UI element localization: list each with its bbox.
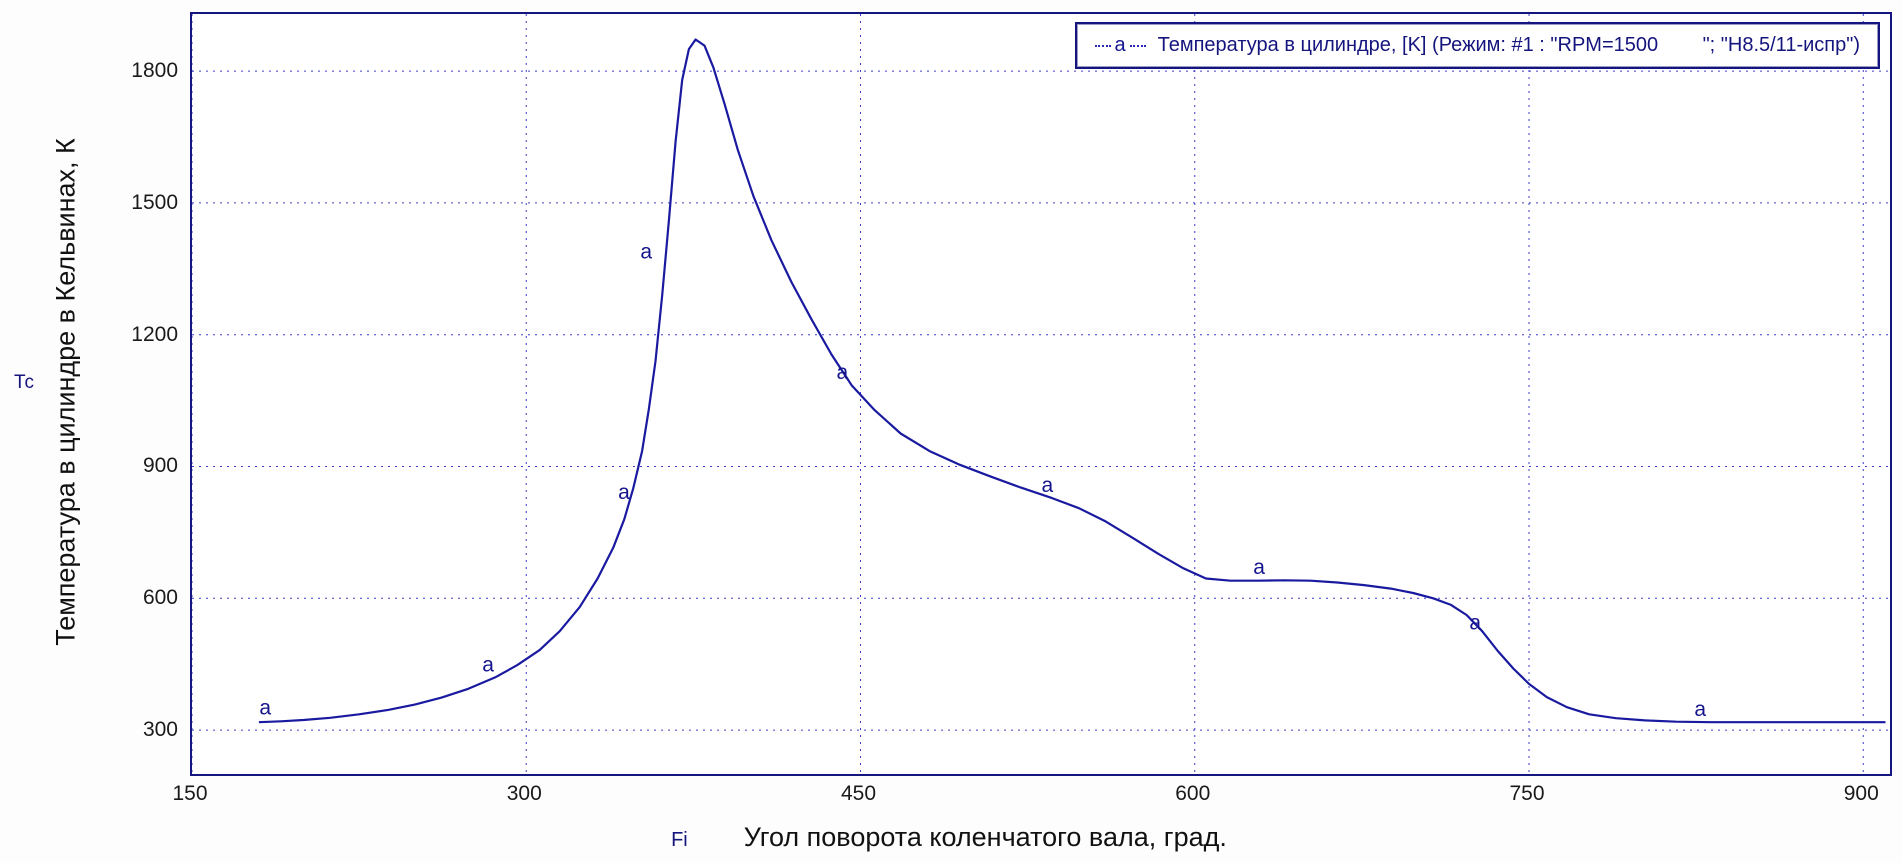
x-tick-label: 150	[172, 782, 208, 805]
legend: a Температура в цилиндре, [K] (Режим: #1…	[1074, 22, 1880, 69]
legend-label: Температура в цилиндре, [K] (Режим: #1 :…	[1157, 34, 1860, 56]
plot-area: a a a a a a a a a a Температура в цилиндре, [K] …	[190, 12, 1892, 776]
curve-point-marker: a	[837, 361, 849, 384]
curve-point-marker: a	[1253, 556, 1265, 579]
curve-point-marker: a	[1469, 612, 1481, 635]
x-axis-title: Угол поворота коленчатого вала, град.	[743, 822, 1227, 852]
x-tick-label: 450	[840, 782, 877, 805]
legend-dash-icon	[1129, 44, 1146, 47]
curve-point-marker: a	[1694, 698, 1706, 721]
curve-point-marker: a	[640, 240, 652, 263]
x-tick-label: 300	[506, 782, 542, 805]
curve-point-marker: a	[259, 696, 271, 719]
legend-dash-icon	[1094, 44, 1111, 47]
x-tick-label: 600	[1175, 782, 1211, 805]
temperature-curve	[258, 38, 1886, 724]
y-tick-label: 300	[142, 718, 178, 742]
legend-marker-letter: a	[1114, 34, 1126, 56]
curve-point-marker: a	[618, 481, 630, 504]
x-axis-symbol: Fi	[671, 829, 688, 851]
y-axis-title: Температура в цилиндре в Кельвинах, К	[50, 138, 81, 646]
y-tick-label: 600	[142, 586, 178, 610]
y-tick-label: 1800	[131, 59, 178, 83]
curve-point-marker: a	[1042, 474, 1054, 497]
legend-marker-sample: a	[1094, 34, 1146, 57]
curve-point-marker: a	[482, 653, 494, 676]
y-axis-symbol: Tc	[14, 372, 35, 393]
plot-canvas: a a a a a a a a a	[192, 14, 1890, 774]
y-tick-label: 1500	[131, 190, 178, 214]
y-tick-label: 900	[142, 454, 178, 478]
x-tick-label: 900	[1843, 782, 1879, 805]
y-tick-label: 1200	[131, 322, 178, 346]
x-tick-label: 750	[1509, 782, 1545, 805]
x-axis-title-row: Fi Угол поворота коленчатого вала, град.	[190, 822, 1888, 853]
